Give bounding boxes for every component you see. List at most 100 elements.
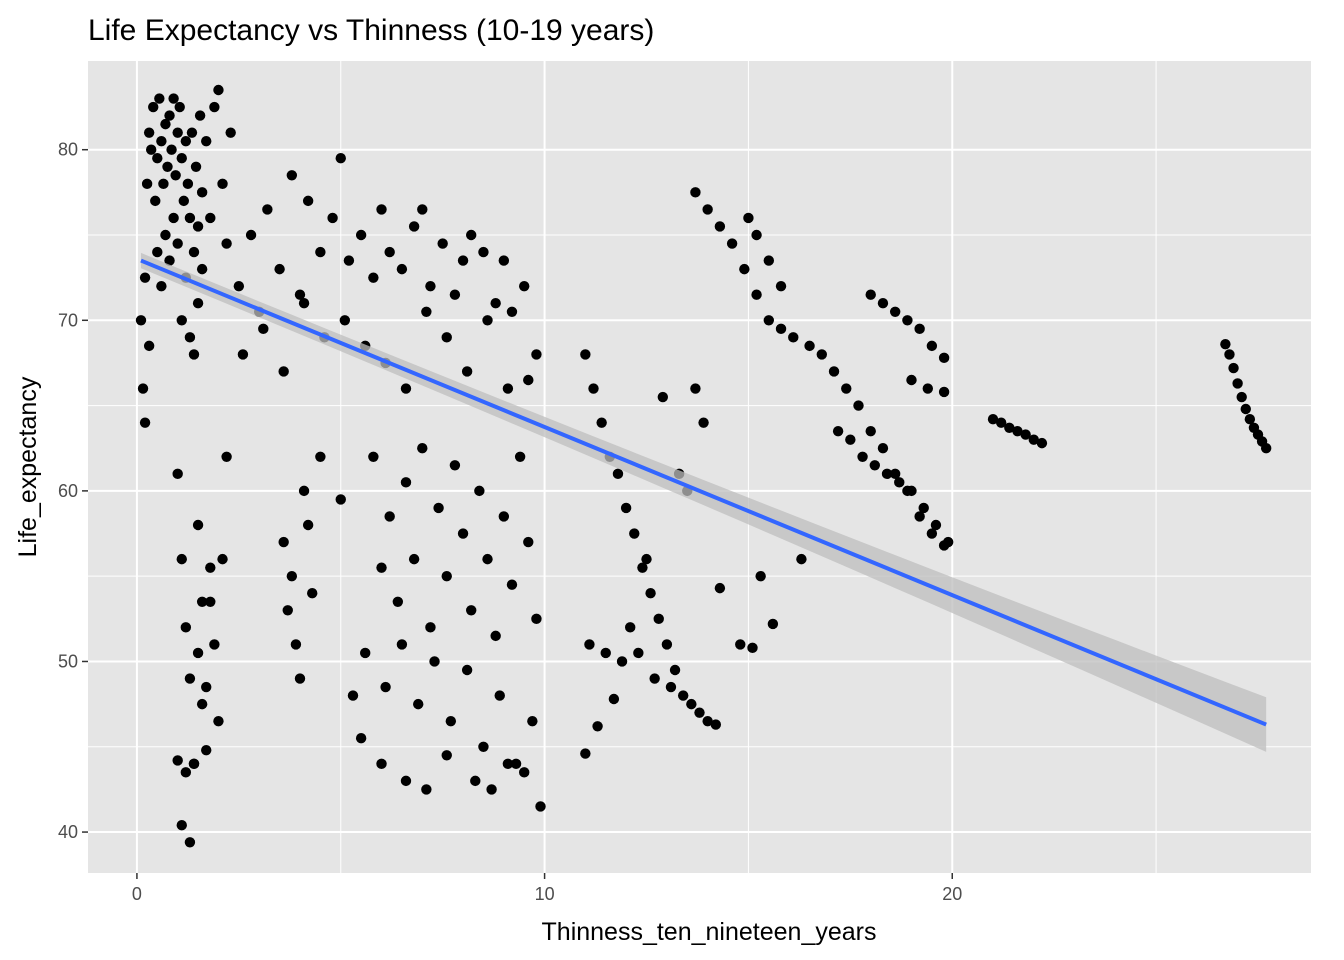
data-point	[1036, 437, 1048, 449]
data-point	[743, 212, 754, 224]
data-point	[523, 374, 534, 386]
data-point	[914, 511, 925, 522]
data-point	[184, 837, 196, 848]
data-point	[168, 93, 179, 104]
data-point	[775, 280, 787, 292]
x-axis-title: Thinness_ten_nineteen_years	[542, 918, 877, 946]
data-point	[209, 639, 220, 650]
data-point	[649, 673, 660, 684]
data-point	[527, 715, 538, 727]
data-point	[290, 639, 302, 650]
data-point	[172, 468, 183, 480]
data-point	[376, 758, 387, 770]
data-point	[906, 374, 917, 386]
data-point	[1240, 403, 1251, 415]
data-point	[510, 758, 522, 770]
data-point	[192, 298, 204, 309]
data-point	[845, 434, 856, 445]
data-point	[580, 748, 591, 759]
data-points	[135, 84, 1272, 848]
data-point	[457, 528, 469, 539]
data-point	[201, 681, 212, 693]
data-point	[665, 681, 677, 693]
data-point	[457, 255, 469, 266]
data-point	[217, 178, 228, 190]
data-point	[902, 315, 913, 326]
data-point	[302, 195, 314, 207]
data-point	[392, 596, 404, 607]
data-point	[620, 502, 632, 514]
data-point	[192, 519, 204, 531]
data-point	[196, 698, 208, 710]
data-point	[865, 425, 876, 437]
data-point	[298, 485, 310, 497]
data-point	[686, 698, 697, 710]
data-point	[396, 263, 408, 275]
data-point	[172, 238, 183, 249]
data-point	[176, 553, 187, 565]
data-point	[506, 306, 518, 317]
data-point	[889, 306, 901, 317]
chart-title: Life Expectancy vs Thinness (10-19 years…	[88, 14, 654, 47]
data-point	[192, 221, 204, 232]
data-point	[168, 212, 179, 224]
data-point	[490, 630, 501, 642]
data-point	[466, 605, 477, 616]
data-point	[877, 443, 889, 454]
data-point	[1260, 443, 1272, 454]
data-point	[735, 639, 746, 650]
data-point	[641, 553, 652, 565]
data-point	[881, 468, 893, 480]
data-point	[368, 451, 379, 462]
data-point	[178, 195, 190, 207]
data-point	[164, 110, 175, 121]
data-point	[143, 340, 155, 352]
data-point	[519, 280, 530, 292]
data-point	[710, 719, 722, 730]
data-point	[478, 246, 489, 258]
data-point	[461, 664, 473, 676]
data-point	[172, 755, 183, 766]
data-point	[278, 366, 289, 377]
data-point	[258, 323, 269, 335]
data-point	[616, 656, 628, 667]
data-point	[196, 263, 208, 275]
data-point	[677, 690, 689, 701]
data-point	[384, 511, 395, 522]
data-point	[1244, 414, 1256, 425]
data-point	[624, 622, 636, 633]
data-point	[531, 613, 542, 625]
data-point	[190, 161, 202, 172]
data-point	[421, 306, 432, 317]
data-point	[494, 690, 505, 701]
data-point	[763, 255, 775, 266]
data-point	[857, 451, 868, 462]
data-point	[894, 477, 905, 488]
data-point	[225, 127, 236, 138]
x-axis-ticks: 0 10 20	[132, 873, 962, 904]
data-point	[182, 178, 194, 190]
y-tick-label: 50	[58, 651, 78, 671]
data-point	[612, 468, 624, 480]
data-point	[580, 349, 591, 360]
data-point	[490, 298, 501, 309]
data-point	[384, 246, 395, 258]
data-point	[368, 272, 379, 283]
data-point	[205, 596, 216, 607]
data-point	[408, 553, 420, 565]
data-point	[158, 178, 169, 190]
data-point	[788, 332, 799, 343]
data-point	[763, 315, 775, 326]
data-point	[661, 639, 673, 650]
data-point	[498, 255, 510, 266]
data-point	[274, 263, 285, 275]
data-point	[906, 485, 917, 497]
data-point	[889, 468, 901, 480]
data-point	[413, 698, 424, 710]
data-point	[184, 212, 196, 224]
data-point	[441, 570, 452, 582]
data-point	[237, 349, 249, 360]
data-point	[180, 767, 192, 778]
data-point	[156, 135, 167, 147]
data-point	[335, 153, 346, 164]
